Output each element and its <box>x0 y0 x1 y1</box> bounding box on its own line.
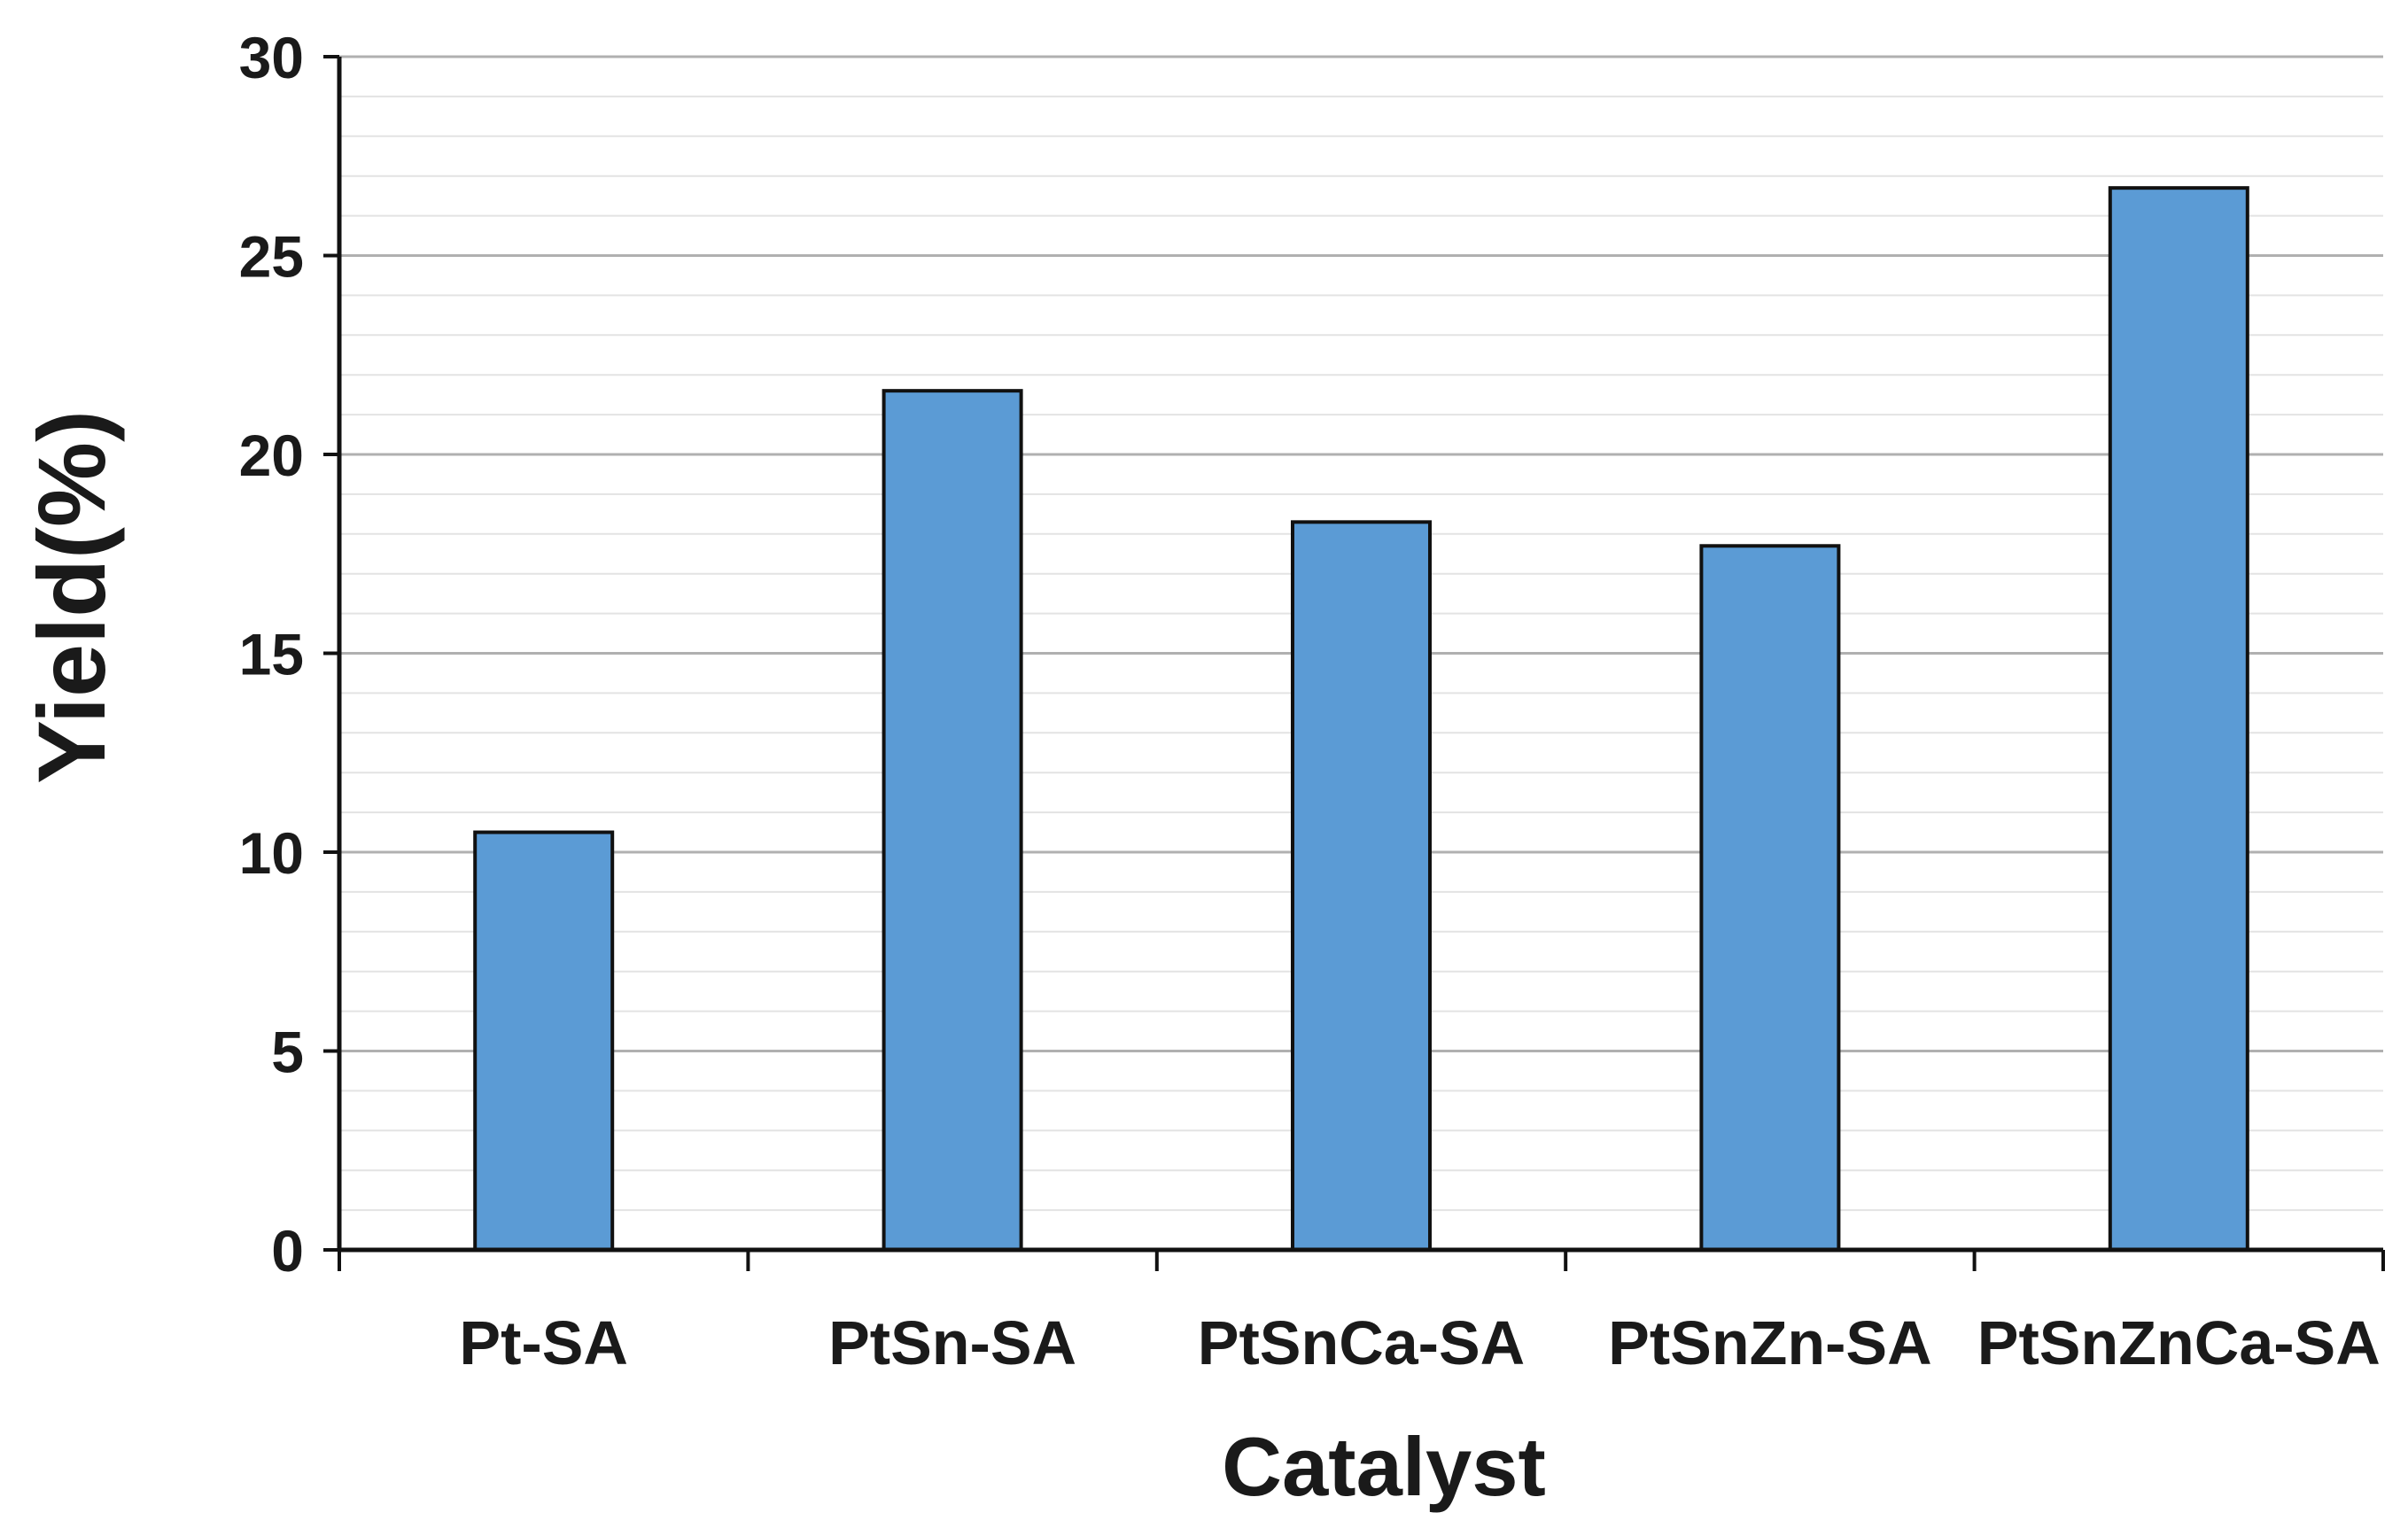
y-tick-label: 15 <box>239 622 304 687</box>
y-tick-label: 30 <box>239 25 304 90</box>
x-axis-title: Catalyst <box>1222 1420 1546 1513</box>
bar-pt-sa <box>473 830 615 1252</box>
y-tick-label: 5 <box>271 1020 304 1085</box>
axes-layer <box>323 55 2385 1271</box>
y-axis-title: Yield(%) <box>18 410 125 784</box>
bar-ptsnzn-sa <box>1699 544 1841 1252</box>
x-tick-label: PtSnZn-SA <box>1608 1308 1932 1377</box>
labels-layer: 0 5 10 15 20 25 30 Pt-SA PtSn-SA PtSnCa-SA PtSnZn-… <box>239 25 2381 1377</box>
bar-ptsnca-sa <box>1291 520 1432 1252</box>
x-tick-label: PtSnCa-SA <box>1198 1308 1525 1377</box>
y-tick-label: 0 <box>271 1218 304 1284</box>
x-tick-label: PtSn-SA <box>828 1308 1076 1377</box>
bar-ptsnznca-sa <box>2108 186 2249 1252</box>
bar-ptsn-sa <box>882 389 1023 1253</box>
x-tick-label: Pt-SA <box>459 1308 628 1377</box>
y-tick-label: 20 <box>239 423 304 488</box>
y-tick-label: 25 <box>239 224 304 290</box>
y-tick-label: 10 <box>239 820 304 886</box>
x-tick-label: PtSnZnCa-SA <box>1977 1308 2381 1377</box>
bars-layer <box>473 186 2249 1253</box>
